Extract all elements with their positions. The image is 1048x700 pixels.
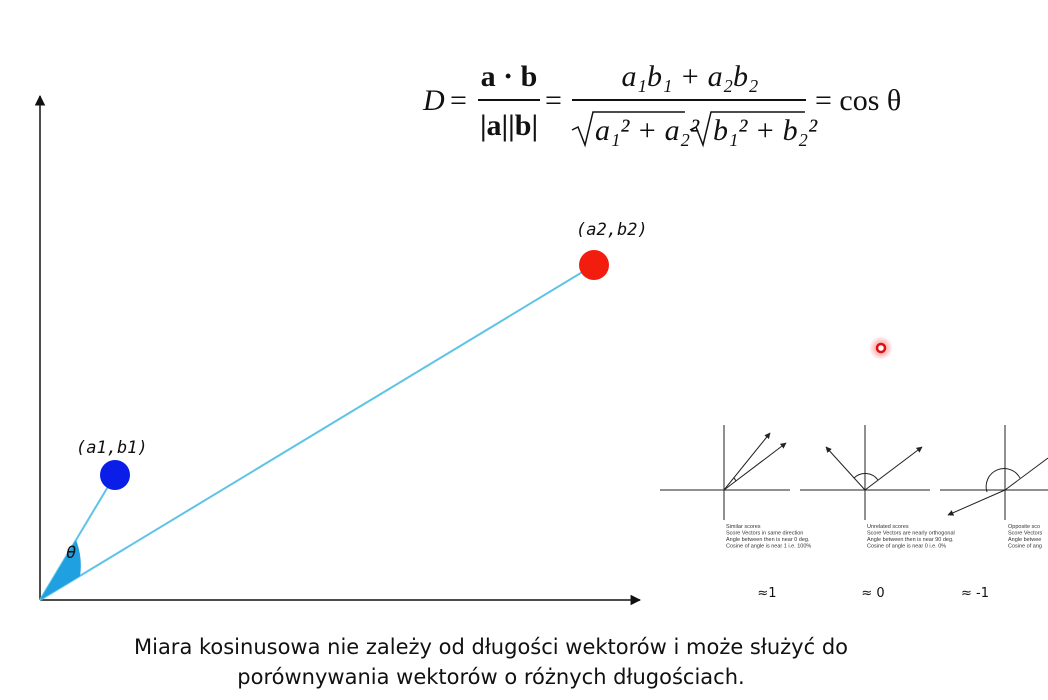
panel-caption: Angle between then is near 0 deg. (726, 537, 810, 543)
formula-rhs: = cos θ (815, 84, 901, 117)
point-b (579, 250, 609, 280)
arrow (723, 442, 787, 491)
angle-wedge (40, 540, 81, 600)
arrow (723, 432, 771, 491)
radical (689, 111, 805, 148)
formula-num: a₁b₁ + a₂b₂ (622, 60, 759, 93)
radical (571, 111, 685, 148)
formula-eq: = (450, 84, 467, 117)
formula-eq: = (545, 84, 562, 117)
panel-unrelated (800, 425, 930, 520)
panel-similar (660, 425, 790, 520)
point-a-label: (a1,b1) (76, 438, 148, 458)
formula-den: b₁² + b₂² (713, 114, 818, 147)
arrow (1004, 457, 1048, 491)
panel-caption: Score Vectors (1008, 531, 1042, 537)
formula-num: a · b (481, 60, 538, 93)
panel-caption: Score Vectors are nearly orthogonal (867, 531, 955, 537)
cursor (875, 342, 887, 354)
approx-value: ≈1 (757, 586, 776, 601)
panel-caption: Angle between then is near 90 deg. (867, 537, 954, 543)
panel-opposite (940, 425, 1048, 520)
panel-caption: Unrelated scores (867, 524, 909, 530)
formula: D = a · b |a||b| = a₁b₁ + a₂b₂ a₁² + a₂²… (422, 60, 901, 148)
panel-caption: Score Vectors in same direction (726, 531, 803, 537)
panel-caption: Angle betwee (1008, 537, 1041, 543)
formula-den: a₁² + a₂² (595, 114, 700, 147)
formula-lhs: D (422, 84, 445, 117)
approx-value: ≈ -1 (961, 586, 989, 601)
arc (853, 473, 879, 481)
panel-caption: Opposite sco (1008, 524, 1040, 530)
formula-den: |a||b| (480, 109, 538, 142)
approx-value: ≈ 0 (861, 586, 884, 601)
arrow (825, 446, 866, 491)
angle-label: θ (66, 543, 76, 563)
point-a (100, 460, 130, 490)
panel-caption: Cosine of angle is near 1 i.e. 100% (726, 544, 811, 550)
panel-caption: Cosine of angle is near 0 i.e. 0% (867, 544, 946, 550)
vector-b (39, 264, 595, 601)
arrow (864, 446, 923, 491)
arc (733, 477, 737, 482)
panel-caption: Similar scores (726, 524, 761, 530)
arc (985, 468, 1021, 493)
caption-line: Miara kosinusowa nie zależy od długości … (134, 635, 848, 659)
point-b-label: (a2,b2) (576, 220, 648, 240)
panel-caption: Cosine of ang (1008, 544, 1042, 550)
arrow (947, 489, 1006, 516)
caption-line: porównywania wektorów o różnych długości… (237, 665, 744, 689)
